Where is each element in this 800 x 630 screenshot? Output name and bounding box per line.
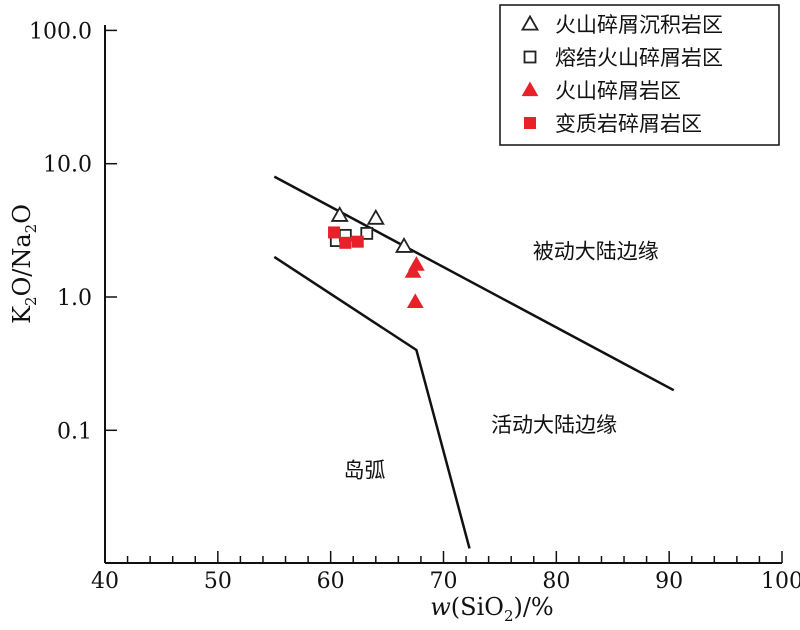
x-tick-label: 60 xyxy=(317,569,345,594)
y-tick-label: 1.0 xyxy=(57,286,92,311)
x-axis-label: w(SiO2)/% xyxy=(430,593,554,625)
y-tick-label: 100.0 xyxy=(29,19,92,44)
x-tick-label: 70 xyxy=(430,569,458,594)
data-point-triangle-open xyxy=(366,208,385,225)
legend-marker xyxy=(521,81,539,97)
x-label-close: )/% xyxy=(513,593,553,621)
data-point-triangle-filled xyxy=(406,293,424,308)
x-label-sub: 2 xyxy=(504,607,514,625)
x-tick-label: 80 xyxy=(542,569,570,594)
region-label: 活动大陆边缘 xyxy=(491,413,617,437)
y-label-end: O xyxy=(8,204,36,224)
x-tick-label: 100 xyxy=(761,569,800,594)
x-label-open: (SiO xyxy=(451,593,504,621)
legend-marker xyxy=(520,14,540,31)
legend-marker xyxy=(523,50,537,64)
y-label-sub1: 2 xyxy=(22,296,40,306)
legend-label: 火山碎屑沉积岩区 xyxy=(555,13,723,37)
data-point-square-filled xyxy=(339,236,352,249)
legend-label: 熔结火山碎屑岩区 xyxy=(555,46,723,70)
region-label: 岛弧 xyxy=(344,458,386,482)
x-tick-label: 50 xyxy=(204,569,232,594)
y-tick-label: 0.1 xyxy=(57,419,92,444)
region-label: 被动大陆边缘 xyxy=(533,239,659,263)
x-tick-label: 40 xyxy=(91,569,119,594)
data-point-square-filled xyxy=(351,235,364,248)
data-point-square-open xyxy=(360,226,374,240)
y-axis-label: K2O/Na2O xyxy=(8,204,40,324)
boundary-line xyxy=(273,175,675,392)
data-point-triangle-open xyxy=(394,237,414,253)
legend-label: 火山碎屑岩区 xyxy=(555,79,681,103)
data-point-triangle-open xyxy=(330,206,349,222)
legend-marker xyxy=(524,117,536,129)
plot-area: 40 50 60 70 80 90 100 0.1 1.0 10.0 100.0 被动大陆边缘活动大陆… xyxy=(29,19,800,594)
data-point-triangle-filled xyxy=(408,256,425,271)
data-point-square-filled xyxy=(328,226,341,239)
boundary-line xyxy=(273,255,471,549)
legend-label: 变质岩碎屑岩区 xyxy=(555,112,702,136)
y-label-k: K xyxy=(8,305,36,324)
legend-box xyxy=(499,4,780,146)
y-label-sub2: 2 xyxy=(22,224,40,234)
x-tick-label: 90 xyxy=(655,569,683,594)
y-label-mid: O/Na xyxy=(8,233,36,296)
x-label-prefix: w xyxy=(430,593,451,621)
y-tick-label: 10.0 xyxy=(43,153,92,178)
